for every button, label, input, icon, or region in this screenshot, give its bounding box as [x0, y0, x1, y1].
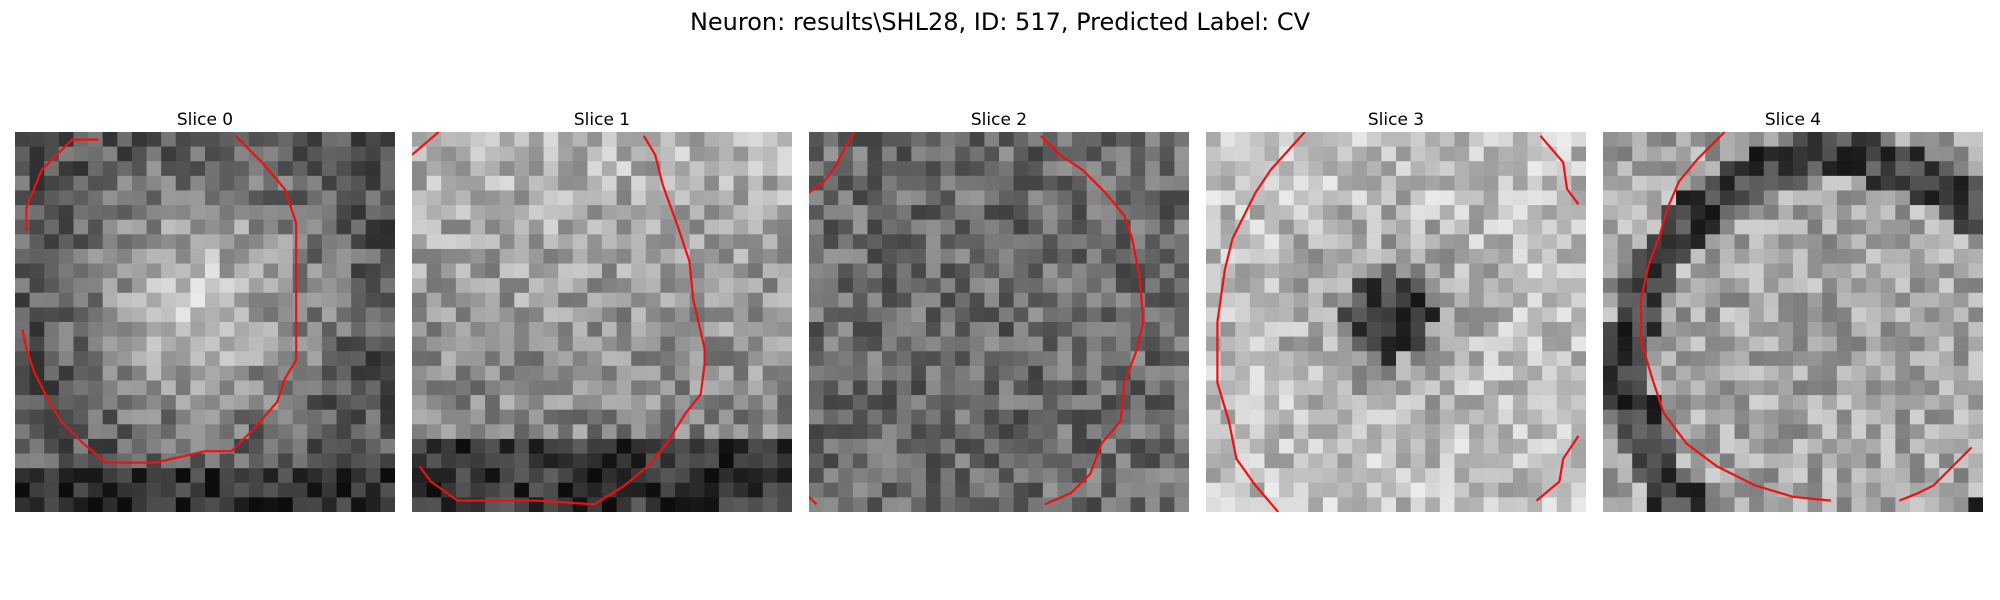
- slice-image: [1603, 132, 1983, 512]
- slice-title: Slice 1: [573, 110, 631, 130]
- slice-title: Slice 0: [176, 110, 234, 130]
- segmentation-contour: [25, 138, 99, 231]
- segmentation-contour: [1898, 446, 1973, 502]
- segmentation-contour: [418, 135, 706, 506]
- figure-title: Neuron: results\SHL28, ID: 517, Predicte…: [689, 8, 1311, 36]
- segmentation-contour: [809, 132, 856, 194]
- slice-panel: Slice 3: [1206, 108, 1586, 512]
- segmentation-contour: [1535, 435, 1580, 502]
- slice-panel: Slice 0: [15, 108, 395, 512]
- segmentation-contour: [809, 496, 818, 506]
- slice-image: [412, 132, 792, 512]
- slice-image: [1206, 132, 1586, 512]
- segmentation-contour: [1216, 132, 1306, 512]
- segmentation-contour: [1639, 132, 1832, 502]
- segmentation-contour: [1539, 135, 1580, 205]
- slice-image: [15, 132, 395, 512]
- slice-panel: Slice 1: [412, 108, 792, 512]
- slice-image: [809, 132, 1189, 512]
- segmentation-contour: [1040, 135, 1145, 506]
- slice-panel: Slice 4: [1603, 108, 1983, 512]
- slice-title: Slice 3: [1367, 110, 1425, 130]
- segmentation-contour: [21, 135, 298, 464]
- segmentation-contour: [412, 132, 440, 156]
- slice-panel: Slice 2: [809, 108, 1189, 512]
- slice-title: Slice 2: [970, 110, 1028, 130]
- slice-title: Slice 4: [1764, 110, 1822, 130]
